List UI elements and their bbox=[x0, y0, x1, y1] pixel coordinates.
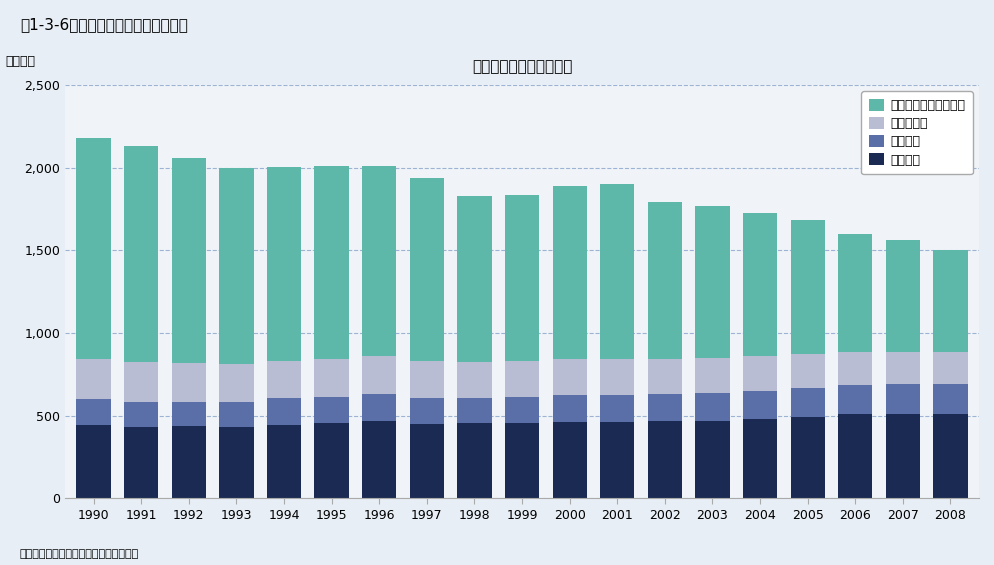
Bar bbox=[124, 146, 158, 362]
Bar bbox=[410, 177, 444, 361]
Bar bbox=[838, 352, 873, 385]
Bar bbox=[743, 356, 777, 391]
Bar bbox=[314, 423, 349, 498]
Bar bbox=[790, 418, 825, 498]
Bar bbox=[457, 398, 492, 423]
Bar bbox=[553, 186, 586, 359]
Bar bbox=[220, 364, 253, 402]
Bar bbox=[600, 359, 634, 395]
Bar bbox=[933, 352, 967, 384]
Bar bbox=[362, 166, 397, 356]
Legend: 非金属鉱物（砂利等）, バイオマス, 金属資源, 化石燃料: 非金属鉱物（砂利等）, バイオマス, 金属資源, 化石燃料 bbox=[862, 91, 973, 174]
Bar bbox=[172, 402, 206, 427]
Bar bbox=[505, 397, 539, 423]
Text: 出典：貿易統計、資源・エネルギー統計: 出典：貿易統計、資源・エネルギー統計 bbox=[20, 549, 139, 559]
Bar bbox=[505, 195, 539, 361]
Bar bbox=[838, 234, 873, 352]
Bar bbox=[505, 423, 539, 498]
Bar bbox=[695, 358, 730, 393]
Bar bbox=[362, 356, 397, 394]
Bar bbox=[77, 399, 110, 425]
Bar bbox=[172, 427, 206, 498]
Bar bbox=[695, 393, 730, 420]
Bar bbox=[553, 422, 586, 498]
Bar bbox=[124, 427, 158, 498]
Bar bbox=[886, 384, 920, 414]
Bar bbox=[267, 398, 301, 425]
Bar bbox=[600, 184, 634, 359]
Bar bbox=[790, 220, 825, 354]
Bar bbox=[314, 397, 349, 423]
Bar bbox=[220, 168, 253, 364]
Bar bbox=[172, 158, 206, 363]
Bar bbox=[553, 359, 586, 395]
Bar bbox=[695, 420, 730, 498]
Bar bbox=[648, 394, 682, 421]
Bar bbox=[267, 167, 301, 361]
Bar bbox=[220, 427, 253, 498]
Bar bbox=[362, 394, 397, 421]
Bar bbox=[743, 419, 777, 498]
Bar bbox=[695, 206, 730, 358]
Title: 我が国の天然資源投入量: 我が国の天然資源投入量 bbox=[472, 59, 573, 74]
Bar bbox=[457, 362, 492, 398]
Text: 図1-3-6　我が国の天然資源等投入量: 図1-3-6 我が国の天然資源等投入量 bbox=[20, 17, 188, 32]
Bar bbox=[77, 138, 110, 359]
Bar bbox=[886, 414, 920, 498]
Bar bbox=[457, 195, 492, 362]
Bar bbox=[838, 385, 873, 414]
Bar bbox=[933, 414, 967, 498]
Bar bbox=[124, 362, 158, 402]
Bar bbox=[505, 361, 539, 397]
Bar bbox=[124, 402, 158, 427]
Bar bbox=[933, 250, 967, 352]
Text: 百万トン: 百万トン bbox=[6, 55, 36, 68]
Bar bbox=[410, 361, 444, 398]
Bar bbox=[362, 421, 397, 498]
Bar bbox=[314, 166, 349, 359]
Bar bbox=[267, 361, 301, 398]
Bar bbox=[886, 352, 920, 384]
Bar bbox=[77, 359, 110, 399]
Bar bbox=[600, 395, 634, 422]
Bar bbox=[220, 402, 253, 427]
Bar bbox=[648, 421, 682, 498]
Bar bbox=[790, 354, 825, 388]
Bar bbox=[790, 388, 825, 418]
Bar bbox=[410, 398, 444, 424]
Bar bbox=[600, 422, 634, 498]
Bar bbox=[410, 424, 444, 498]
Bar bbox=[457, 423, 492, 498]
Bar bbox=[838, 414, 873, 498]
Bar bbox=[553, 395, 586, 422]
Bar bbox=[743, 391, 777, 419]
Bar bbox=[172, 363, 206, 402]
Bar bbox=[314, 359, 349, 397]
Bar bbox=[267, 425, 301, 498]
Bar bbox=[743, 213, 777, 356]
Bar bbox=[933, 384, 967, 414]
Bar bbox=[648, 202, 682, 359]
Bar bbox=[886, 240, 920, 352]
Bar bbox=[77, 425, 110, 498]
Bar bbox=[648, 359, 682, 394]
